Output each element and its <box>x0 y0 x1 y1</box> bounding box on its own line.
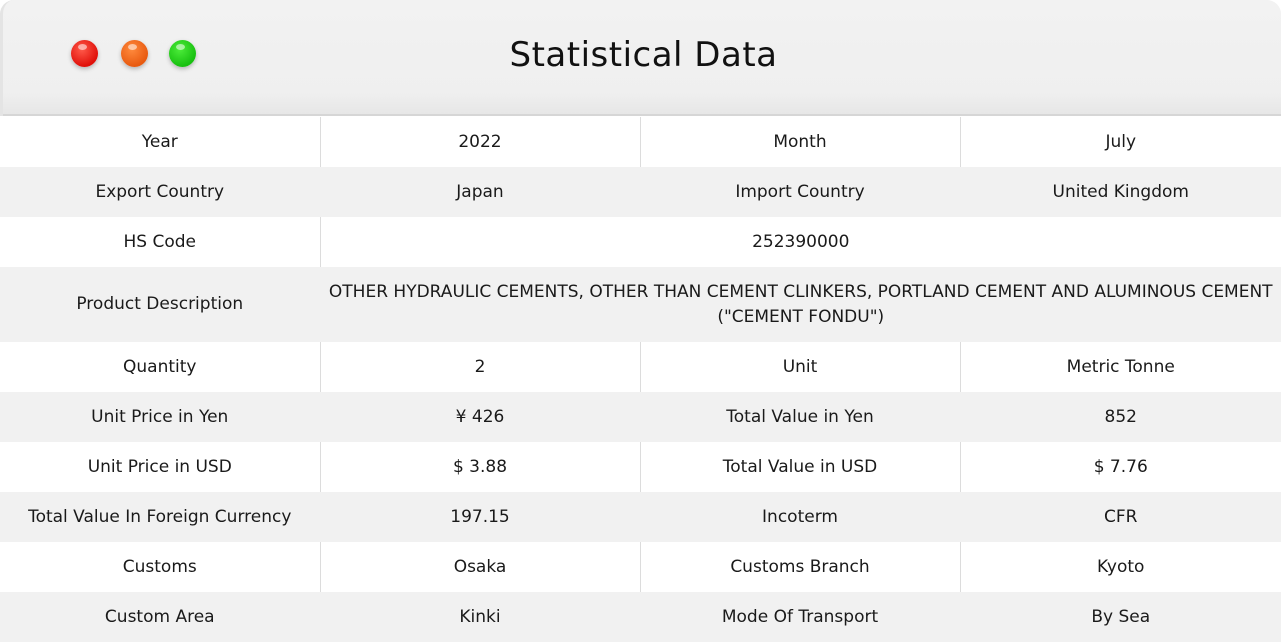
total-value-usd-value: $ 7.76 <box>960 442 1281 492</box>
customs-branch-value: Kyoto <box>960 542 1281 592</box>
customs-branch-label: Customs Branch <box>640 542 961 592</box>
table-row-product-description: Product Description OTHER HYDRAULIC CEME… <box>0 267 1281 342</box>
export-country-value: Japan <box>320 167 641 217</box>
custom-area-value: Kinki <box>320 592 641 642</box>
quantity-label: Quantity <box>0 342 321 392</box>
unit-price-yen-label: Unit Price in Yen <box>0 392 321 442</box>
table-row-area: Custom Area Kinki Mode Of Transport By S… <box>0 592 1281 642</box>
quantity-value: 2 <box>320 342 641 392</box>
table-row-foreign-currency: Total Value In Foreign Currency 197.15 I… <box>0 492 1281 542</box>
hs-code-value: 252390000 <box>320 217 1281 267</box>
unit-price-yen-value: ¥ 426 <box>320 392 641 442</box>
custom-area-label: Custom Area <box>0 592 321 642</box>
foreign-currency-label: Total Value In Foreign Currency <box>0 492 321 542</box>
import-country-label: Import Country <box>640 167 961 217</box>
unit-label: Unit <box>640 342 961 392</box>
year-label: Year <box>0 117 321 167</box>
table-row-year: Year 2022 Month July <box>0 117 1281 167</box>
year-value: 2022 <box>320 117 641 167</box>
month-value: July <box>960 117 1281 167</box>
table-row-yen: Unit Price in Yen ¥ 426 Total Value in Y… <box>0 392 1281 442</box>
window-titlebar: Statistical Data <box>0 0 1281 116</box>
close-window-button[interactable] <box>71 40 98 67</box>
customs-value: Osaka <box>320 542 641 592</box>
incoterm-label: Incoterm <box>640 492 961 542</box>
minimize-window-button[interactable] <box>121 40 148 67</box>
table-row-hs-code: HS Code 252390000 <box>0 217 1281 267</box>
unit-price-usd-value: $ 3.88 <box>320 442 641 492</box>
total-value-yen-label: Total Value in Yen <box>640 392 961 442</box>
month-label: Month <box>640 117 961 167</box>
product-description-label: Product Description <box>0 267 321 342</box>
incoterm-value: CFR <box>960 492 1281 542</box>
maximize-window-button[interactable] <box>169 40 196 67</box>
table-row-quantity: Quantity 2 Unit Metric Tonne <box>0 342 1281 392</box>
table-row-customs: Customs Osaka Customs Branch Kyoto <box>0 542 1281 592</box>
table-row-countries: Export Country Japan Import Country Unit… <box>0 167 1281 217</box>
customs-label: Customs <box>0 542 321 592</box>
foreign-currency-value: 197.15 <box>320 492 641 542</box>
statistics-table: Year 2022 Month July Export Country Japa… <box>0 117 1281 642</box>
table-row-usd: Unit Price in USD $ 3.88 Total Value in … <box>0 442 1281 492</box>
unit-price-usd-label: Unit Price in USD <box>0 442 321 492</box>
transport-mode-label: Mode Of Transport <box>640 592 961 642</box>
unit-value: Metric Tonne <box>960 342 1281 392</box>
product-description-value: OTHER HYDRAULIC CEMENTS, OTHER THAN CEME… <box>320 267 1281 342</box>
hs-code-label: HS Code <box>0 217 321 267</box>
import-country-value: United Kingdom <box>960 167 1281 217</box>
total-value-usd-label: Total Value in USD <box>640 442 961 492</box>
page-title: Statistical Data <box>509 35 778 75</box>
transport-mode-value: By Sea <box>960 592 1281 642</box>
export-country-label: Export Country <box>0 167 321 217</box>
total-value-yen-value: 852 <box>960 392 1281 442</box>
